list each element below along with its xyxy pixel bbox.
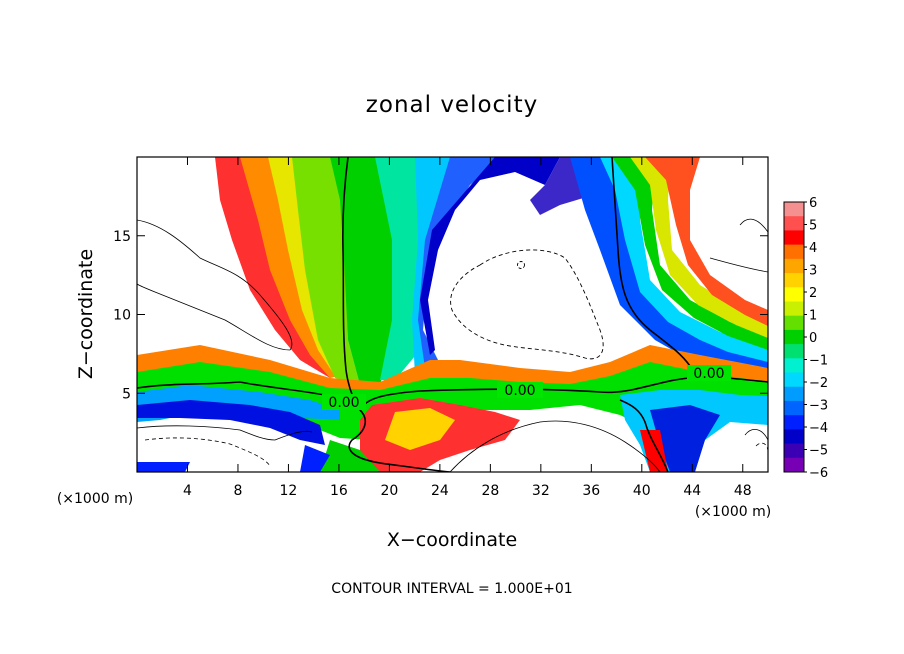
colorbar-swatch	[784, 443, 804, 459]
x-tick-label: 8	[233, 483, 242, 499]
field-region	[630, 157, 768, 338]
colorbar-label: −3	[809, 399, 828, 414]
field-region	[385, 408, 455, 450]
colorbar-swatch	[784, 415, 804, 430]
x-tick-label: 20	[380, 483, 398, 499]
colorbar-label: 5	[809, 219, 817, 234]
colorbar-label: 0	[809, 331, 817, 346]
x-axis-label: X−coordinate	[387, 529, 517, 551]
colorbar-swatch	[784, 230, 804, 246]
colorbar-label: −1	[809, 354, 828, 369]
field-region	[612, 157, 768, 350]
y-tick-label: 5	[122, 386, 131, 402]
colorbar-label: 3	[809, 264, 817, 279]
x-tick-label: 4	[183, 483, 192, 499]
x-unit-right: (×1000 m)	[695, 504, 771, 520]
x-tick-label: 40	[633, 483, 651, 499]
colorbar-label: 1	[809, 309, 817, 324]
colorbar-swatch	[784, 216, 804, 231]
field-region	[640, 430, 668, 472]
colorbar-swatch	[784, 315, 804, 331]
x-tick-label: 36	[582, 483, 600, 499]
contour-interval-note: CONTOUR INTERVAL = 1.000E+01	[331, 581, 572, 597]
colorbar-label: 2	[809, 286, 817, 301]
y-tick-label: 15	[113, 229, 131, 245]
contour-label-bg	[687, 365, 731, 381]
y-tick-label: 10	[113, 308, 131, 324]
colorbar-label: 6	[809, 196, 817, 211]
colorbar-swatch	[784, 202, 804, 217]
chart-title: zonal velocity	[366, 92, 538, 118]
y-axis-label: Z−coordinate	[75, 249, 97, 379]
x-tick-label: 32	[532, 483, 550, 499]
field-region	[137, 462, 190, 472]
colorbar-swatch	[784, 244, 804, 260]
axis-ticks	[137, 157, 768, 472]
x-tick-label: 48	[734, 483, 752, 499]
contour-label-bg	[322, 394, 366, 410]
contour-label-group: 0.00 0.00 0.00	[322, 365, 731, 411]
field-region	[137, 362, 768, 440]
colorbar-label: −6	[809, 466, 828, 481]
colorbar-swatch	[784, 386, 804, 402]
field-region	[137, 400, 325, 445]
colorbar-label: 4	[809, 241, 817, 256]
colorbar: 6 5 4 3 2 1 0 −1 −2 −3 −4 −5 −6	[783, 196, 828, 481]
x-tick-label: 16	[330, 483, 348, 499]
colorbar-swatch	[784, 358, 804, 374]
contour-label-bg	[497, 382, 543, 398]
field-region	[412, 157, 475, 375]
x-unit-left: (×1000 m)	[57, 491, 133, 507]
colorbar-swatch	[784, 372, 804, 388]
colorbar-swatch	[784, 273, 804, 288]
colorbar-swatch	[784, 258, 804, 274]
colorbar-swatch	[784, 287, 804, 302]
field-region	[320, 440, 380, 472]
field-region	[420, 157, 560, 355]
colorbar-swatch	[784, 344, 804, 359]
colorbar-swatch	[784, 301, 804, 317]
x-tick-label: 28	[481, 483, 499, 499]
colorbar-swatch	[784, 329, 804, 345]
colorbar-label: −5	[809, 444, 828, 459]
field-region	[300, 445, 330, 472]
field-region	[418, 157, 505, 368]
colorbar-label: −2	[809, 376, 828, 391]
field-region	[650, 405, 720, 472]
velocity-field	[137, 157, 768, 472]
contour-label-2: 0.00	[504, 383, 535, 399]
field-region	[600, 157, 768, 362]
x-tick-label: 24	[431, 483, 449, 499]
colorbar-swatch	[784, 457, 804, 473]
field-region	[330, 157, 400, 385]
x-tick-label: 12	[280, 483, 298, 499]
contour-label-3: 0.00	[693, 366, 724, 382]
plot-area: 0.00 0.00 0.00	[137, 157, 768, 472]
x-tick-label: 44	[683, 483, 701, 499]
field-region	[645, 157, 768, 326]
colorbar-swatch	[784, 429, 804, 445]
contour-label-1: 0.00	[328, 395, 359, 411]
colorbar-swatch	[784, 400, 804, 416]
colorbar-label: −4	[809, 421, 828, 436]
